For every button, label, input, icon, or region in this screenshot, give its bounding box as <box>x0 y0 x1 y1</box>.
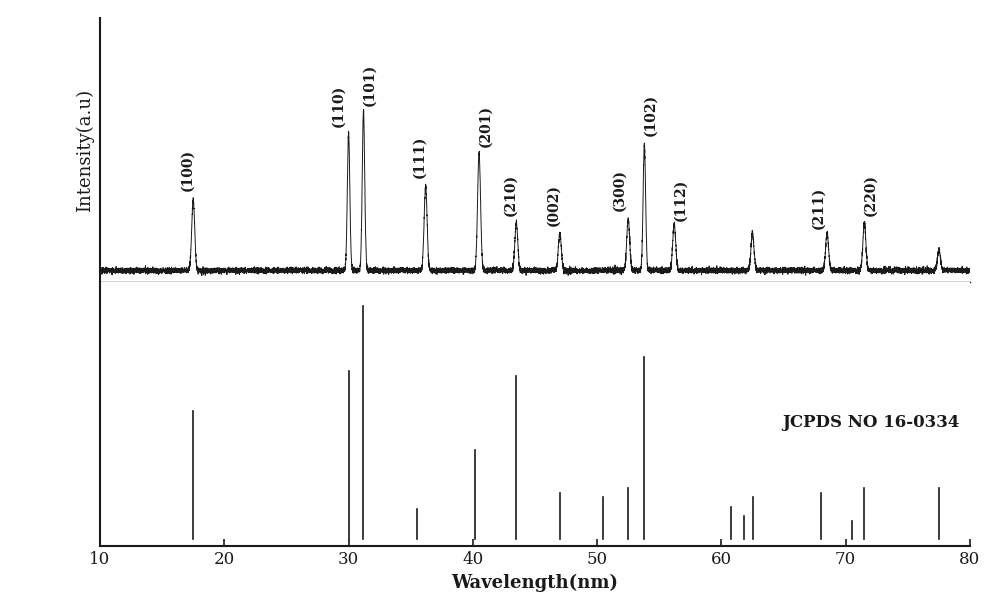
X-axis label: Wavelength(nm): Wavelength(nm) <box>452 574 618 592</box>
Text: (100): (100) <box>180 149 194 191</box>
Text: (110): (110) <box>332 85 346 127</box>
Text: (211): (211) <box>811 186 825 229</box>
Text: (220): (220) <box>864 174 878 216</box>
Text: (101): (101) <box>363 63 377 106</box>
Y-axis label: Intensity(a.u): Intensity(a.u) <box>76 89 94 212</box>
Text: (201): (201) <box>478 104 492 147</box>
Text: JCPDS NO 16-0334: JCPDS NO 16-0334 <box>782 414 959 431</box>
Text: (102): (102) <box>644 94 658 137</box>
Text: (300): (300) <box>613 169 627 211</box>
Text: (002): (002) <box>547 184 561 226</box>
Text: (111): (111) <box>412 136 426 178</box>
Text: (112): (112) <box>673 178 687 220</box>
Text: (210): (210) <box>503 174 517 216</box>
